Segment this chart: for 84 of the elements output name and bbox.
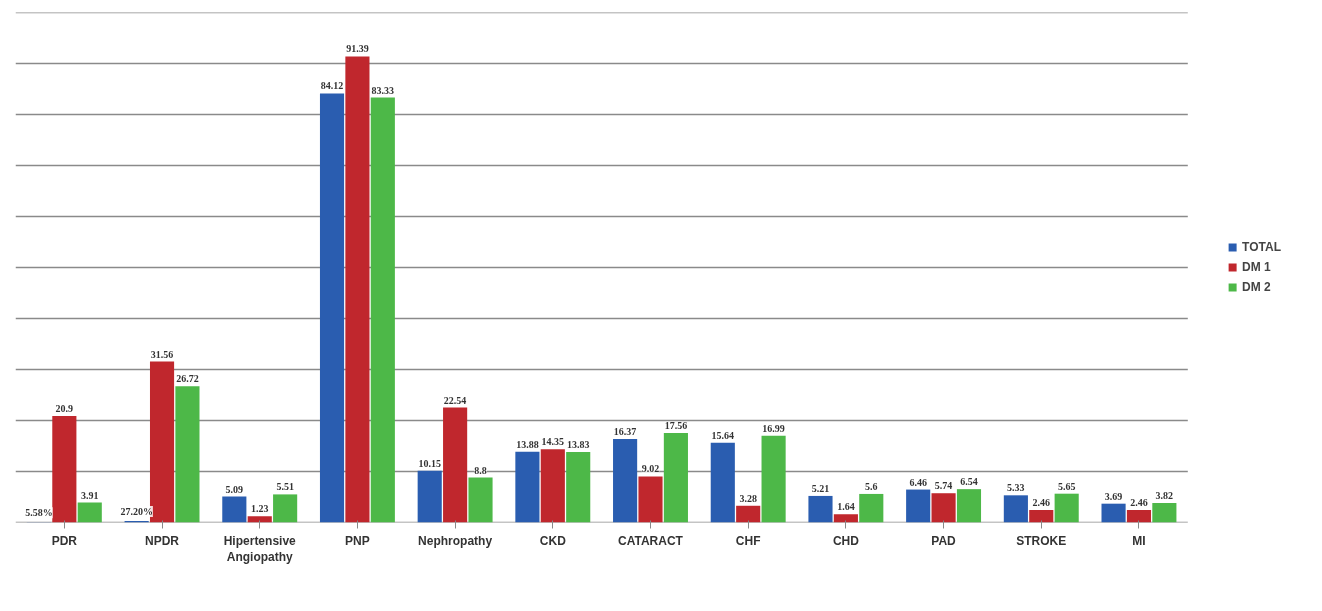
bar	[638, 476, 663, 523]
bar	[906, 489, 931, 523]
bar	[319, 93, 345, 523]
data-label: 15.64	[711, 429, 735, 441]
bar	[468, 477, 493, 523]
data-label: 13.83	[566, 438, 590, 450]
x-tick-label: NPDR	[145, 533, 180, 548]
data-label: 13.88	[516, 438, 539, 450]
data-label: 16.37	[613, 426, 637, 438]
bar	[52, 415, 77, 523]
data-label: 17.56	[664, 419, 688, 431]
bar	[1152, 503, 1177, 523]
x-tick-label: CKD	[539, 533, 567, 548]
bar	[663, 432, 688, 523]
data-label: 2.46	[1130, 496, 1148, 508]
x-tick-label: PNP	[345, 533, 370, 548]
bar	[247, 516, 272, 523]
bar	[1126, 509, 1152, 523]
data-label: 27.20%	[120, 506, 153, 518]
legend-label: DM 2	[1242, 280, 1271, 294]
bar	[808, 495, 833, 523]
x-tick-label: PAD	[931, 533, 957, 548]
data-label: 3.91	[81, 489, 99, 501]
bar	[370, 97, 395, 523]
data-label: 2.46	[1032, 496, 1051, 508]
data-label: 5.09	[225, 483, 244, 495]
x-tick-label: CHF	[735, 533, 761, 548]
legend-label: TOTAL	[1242, 240, 1281, 254]
data-label: 5.58%	[25, 507, 53, 519]
data-label: 10.15	[418, 457, 441, 469]
data-label: 1.23	[250, 503, 269, 515]
data-label: 14.35	[541, 436, 565, 448]
data-label: 26.72	[176, 373, 199, 385]
data-label: 6.46	[909, 476, 927, 488]
data-label: 5.65	[1057, 480, 1076, 492]
bar	[956, 489, 982, 523]
bar	[345, 56, 370, 523]
data-label: 3.28	[739, 492, 757, 504]
x-tick-label: Hipertensive Angiopathy	[223, 533, 297, 565]
x-tick-label: CATARACT	[618, 533, 684, 548]
legend-label: DM 1	[1242, 260, 1271, 274]
bar	[273, 494, 298, 523]
bar	[613, 439, 638, 523]
data-label: 9.02	[641, 463, 660, 475]
data-label: 3.82	[1155, 490, 1174, 502]
bar	[761, 435, 786, 523]
data-label: 5.74	[934, 480, 953, 492]
bar	[443, 407, 468, 523]
bar	[77, 502, 102, 523]
data-label: 5.33	[1007, 482, 1025, 494]
x-tick-label: STROKE	[1016, 533, 1067, 548]
data-label: 91.39	[346, 43, 369, 55]
bar	[175, 386, 200, 523]
data-label: 16.99	[762, 422, 785, 434]
x-tick-label: CHD	[832, 533, 860, 548]
data-label: 3.69	[1104, 490, 1123, 502]
data-label: 22.54	[443, 394, 467, 406]
bar	[736, 505, 761, 523]
x-tick-label: Nephropathy	[418, 533, 493, 548]
bar	[515, 451, 540, 523]
data-label: 5.51	[276, 481, 294, 493]
bar	[417, 470, 442, 523]
data-label: 1.64	[837, 501, 855, 513]
bar	[1029, 509, 1054, 523]
bar	[1101, 503, 1126, 523]
bar	[710, 442, 735, 523]
data-label: 84.12	[320, 80, 344, 92]
data-label: 5.21	[811, 482, 830, 494]
x-tick-label: MI	[1132, 533, 1146, 548]
bar	[859, 493, 884, 523]
data-label: 5.6	[865, 480, 878, 492]
bar	[931, 493, 956, 523]
data-label: 83.33	[371, 84, 395, 96]
bar	[1054, 493, 1079, 523]
bar	[222, 496, 247, 523]
bar	[566, 451, 591, 523]
data-label: 8.8	[474, 464, 487, 476]
data-label: 31.56	[150, 348, 174, 360]
bar	[1003, 495, 1028, 523]
x-tick-label: PDR	[51, 533, 78, 548]
bar	[540, 449, 565, 523]
bar	[833, 514, 858, 523]
data-label: 20.9	[55, 402, 74, 414]
data-label: 6.54	[960, 476, 978, 488]
